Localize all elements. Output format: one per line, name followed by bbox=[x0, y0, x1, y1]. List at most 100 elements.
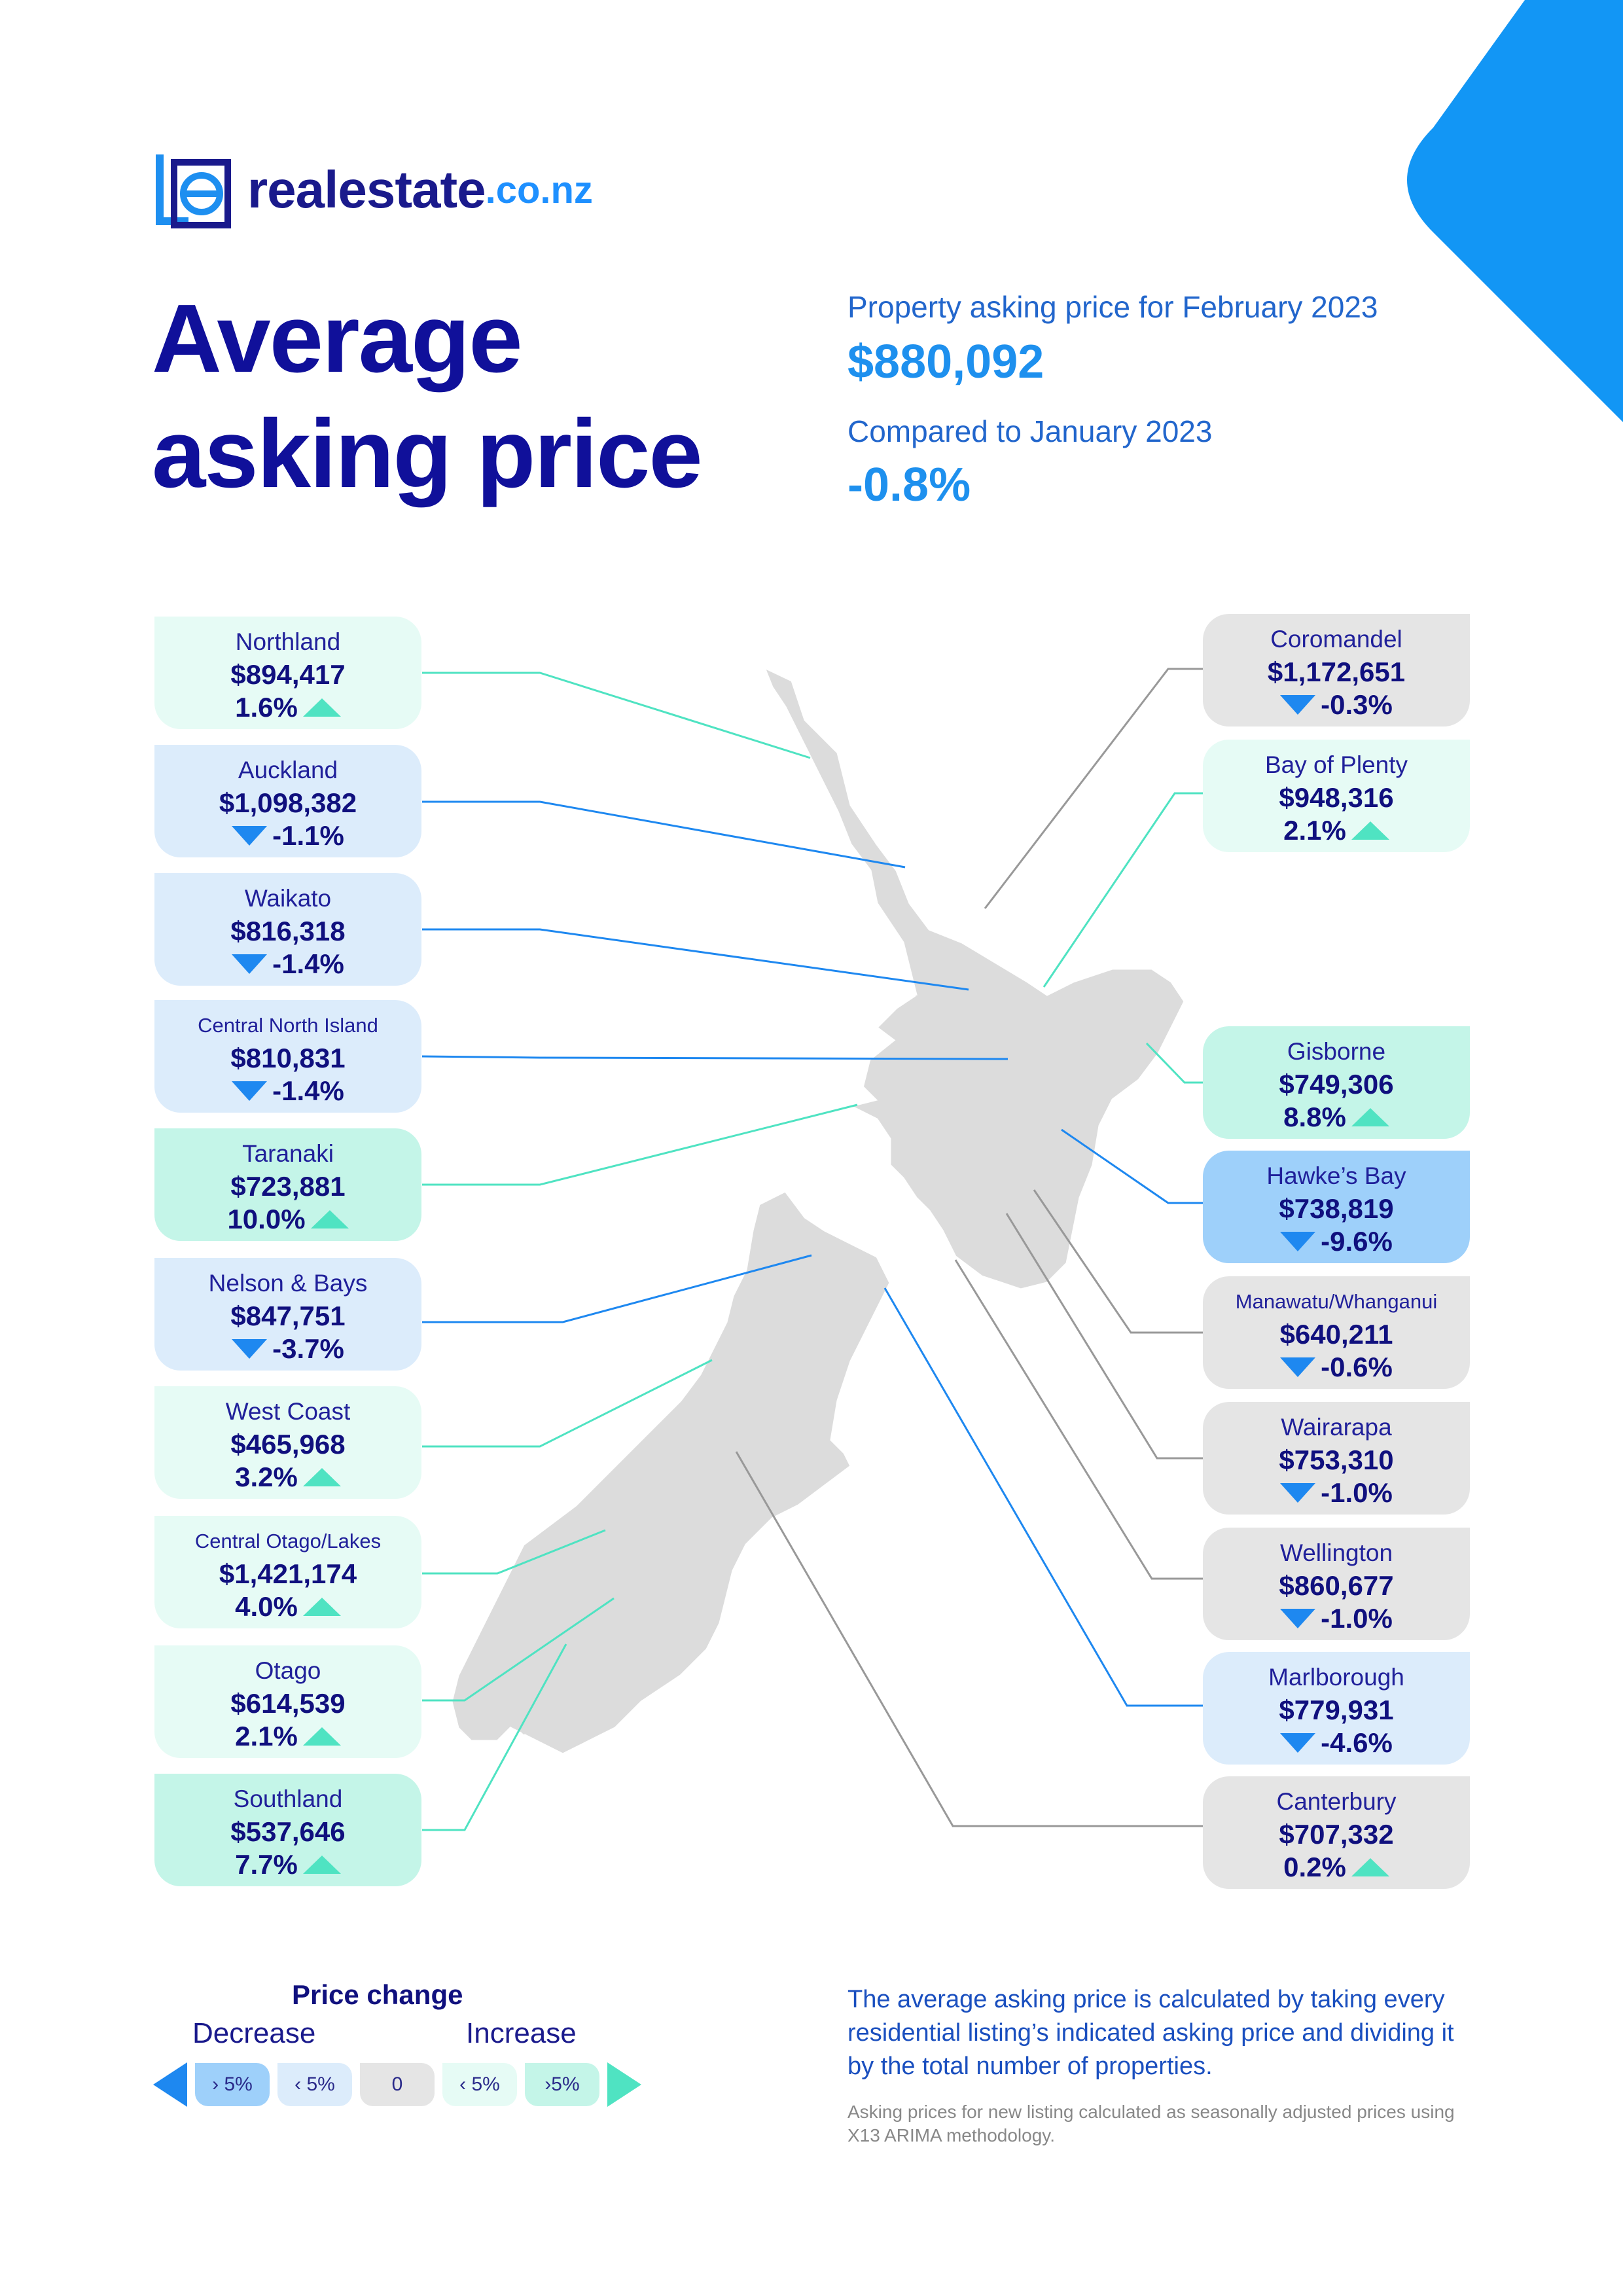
summary-value-price: $880,092 bbox=[847, 336, 1044, 388]
region-card-canterbury: Canterbury $707,332 0.2% bbox=[1203, 1776, 1470, 1889]
region-card-bay-of-plenty: Bay of Plenty $948,316 2.1% bbox=[1203, 740, 1470, 852]
page-title-line1: Average bbox=[152, 285, 523, 393]
methodology-notes: The average asking price is calculated b… bbox=[847, 1983, 1476, 2147]
triangle-down-icon bbox=[232, 826, 268, 846]
region-card-nelson-bays: Nelson & Bays $847,751 -3.7% bbox=[154, 1258, 421, 1371]
brand-logo[interactable]: realestate .co.nz bbox=[154, 149, 593, 230]
region-name: Wairarapa bbox=[1281, 1414, 1392, 1441]
brand-word: realestate bbox=[247, 160, 486, 219]
page-title-line2: asking price bbox=[152, 400, 703, 508]
region-price: $1,421,174 bbox=[219, 1558, 357, 1589]
triangle-down-icon bbox=[232, 954, 268, 974]
region-card-gisborne: Gisborne $749,306 8.8% bbox=[1203, 1026, 1470, 1139]
region-change-value: -1.1% bbox=[272, 820, 344, 851]
region-change: 4.0% bbox=[154, 1590, 421, 1623]
connector-lines bbox=[421, 668, 1203, 1831]
region-card-auckland: Auckland $1,098,382 -1.1% bbox=[154, 745, 421, 857]
region-card-manawatu-whanganui: Manawatu/Whanganui $640,211 -0.6% bbox=[1203, 1276, 1470, 1389]
region-change-value: 8.8% bbox=[1283, 1102, 1346, 1132]
region-price: $810,831 bbox=[230, 1043, 346, 1073]
region-name: Coromandel bbox=[1270, 626, 1402, 653]
region-card-central-otago-lakes: Central Otago/Lakes $1,421,174 4.0% bbox=[154, 1516, 421, 1628]
region-change-value: -4.6% bbox=[1321, 1727, 1393, 1758]
note-main: The average asking price is calculated b… bbox=[847, 1986, 1454, 2080]
region-change-value: -1.4% bbox=[272, 1075, 344, 1106]
region-change: 1.6% bbox=[154, 691, 421, 724]
region-name: Gisborne bbox=[1287, 1038, 1386, 1065]
legend-title: Price change bbox=[292, 1979, 463, 2010]
region-price: $948,316 bbox=[1279, 782, 1394, 813]
region-name: Central North Island bbox=[198, 1014, 378, 1037]
region-price: $614,539 bbox=[230, 1688, 346, 1719]
triangle-up-icon bbox=[1351, 1858, 1389, 1876]
south-island-shape bbox=[450, 1190, 891, 1755]
region-card-central-north-island: Central North Island $810,831 -1.4% bbox=[154, 1000, 421, 1113]
triangle-up-icon bbox=[1351, 1108, 1389, 1126]
region-price: $1,098,382 bbox=[219, 787, 357, 818]
region-name: Manawatu/Whanganui bbox=[1235, 1290, 1438, 1313]
region-change-value: 3.2% bbox=[235, 1462, 298, 1492]
region-change: -4.6% bbox=[1203, 1727, 1470, 1759]
triangle-down-icon bbox=[232, 1339, 268, 1359]
region-change: 7.7% bbox=[154, 1848, 421, 1881]
triangle-down-icon bbox=[1280, 1232, 1316, 1251]
summary-value-change: -0.8% bbox=[847, 459, 971, 511]
region-change: 10.0% bbox=[154, 1203, 421, 1236]
summary-label-feb: Property asking price for February 2023 bbox=[847, 290, 1378, 324]
region-card-wellington: Wellington $860,677 -1.0% bbox=[1203, 1528, 1470, 1640]
region-name: Central Otago/Lakes bbox=[194, 1530, 382, 1552]
legend-item-no-change: 0 bbox=[360, 2063, 435, 2106]
triangle-down-icon bbox=[1280, 695, 1316, 715]
triangle-up-icon bbox=[302, 1598, 341, 1616]
region-change-value: 10.0% bbox=[227, 1204, 306, 1234]
region-name: Southland bbox=[233, 1785, 343, 1812]
region-card-southland: Southland $537,646 7.7% bbox=[154, 1774, 421, 1886]
legend-item-large-increase: ›5% bbox=[525, 2063, 599, 2106]
region-card-coromandel: Coromandel $1,172,651 -0.3% bbox=[1203, 614, 1470, 726]
north-island-shape bbox=[762, 665, 1186, 1291]
triangle-down-icon bbox=[1280, 1483, 1316, 1503]
region-change: 2.1% bbox=[1203, 814, 1470, 847]
region-change-value: -1.0% bbox=[1321, 1603, 1393, 1634]
legend-decrease-label: Decrease bbox=[192, 2017, 316, 2049]
region-price: $723,881 bbox=[230, 1171, 346, 1202]
region-name: West Coast bbox=[225, 1398, 351, 1425]
region-change: -1.0% bbox=[1203, 1602, 1470, 1635]
region-change-value: -9.6% bbox=[1321, 1226, 1393, 1257]
note-small: Asking prices for new listing calculated… bbox=[847, 2102, 1455, 2145]
region-change: -1.4% bbox=[154, 1075, 421, 1107]
region-change: -1.1% bbox=[154, 819, 421, 852]
region-change-value: -0.3% bbox=[1321, 689, 1393, 720]
region-change-value: 1.6% bbox=[235, 692, 298, 723]
region-change-value: 7.7% bbox=[235, 1849, 298, 1880]
region-name: Otago bbox=[255, 1657, 321, 1684]
region-change: -3.7% bbox=[154, 1333, 421, 1365]
region-price: $847,751 bbox=[230, 1300, 346, 1331]
triangle-up-icon bbox=[302, 1727, 341, 1746]
region-name: Marlborough bbox=[1268, 1664, 1404, 1691]
region-price: $640,211 bbox=[1279, 1319, 1393, 1350]
region-change: -1.0% bbox=[1203, 1477, 1470, 1509]
region-name: Hawke’s Bay bbox=[1266, 1162, 1406, 1189]
region-name: Taranaki bbox=[242, 1140, 334, 1167]
region-price: $753,310 bbox=[1279, 1444, 1394, 1475]
triangle-up-icon bbox=[302, 698, 341, 717]
region-price: $779,931 bbox=[1279, 1695, 1394, 1725]
triangle-down-icon bbox=[232, 1081, 268, 1101]
region-name: Waikato bbox=[244, 885, 332, 912]
region-name: Nelson & Bays bbox=[208, 1270, 368, 1297]
triangle-up-icon bbox=[302, 1856, 341, 1874]
region-price: $860,677 bbox=[1279, 1570, 1394, 1601]
triangle-up-icon bbox=[310, 1210, 349, 1229]
page-title: Average asking price bbox=[152, 281, 703, 512]
summary-label-jan: Compared to January 2023 bbox=[847, 414, 1213, 448]
region-name: Bay of Plenty bbox=[1264, 751, 1408, 778]
north-island-west-taranaki bbox=[864, 995, 942, 1126]
region-change: -0.6% bbox=[1203, 1351, 1470, 1384]
legend-item-large-decrease: › 5% bbox=[195, 2063, 270, 2106]
triangle-down-icon bbox=[1280, 1609, 1316, 1628]
region-price: $1,172,651 bbox=[1267, 656, 1406, 687]
triangle-down-icon bbox=[1280, 1357, 1316, 1377]
region-change: -0.3% bbox=[1203, 689, 1470, 721]
